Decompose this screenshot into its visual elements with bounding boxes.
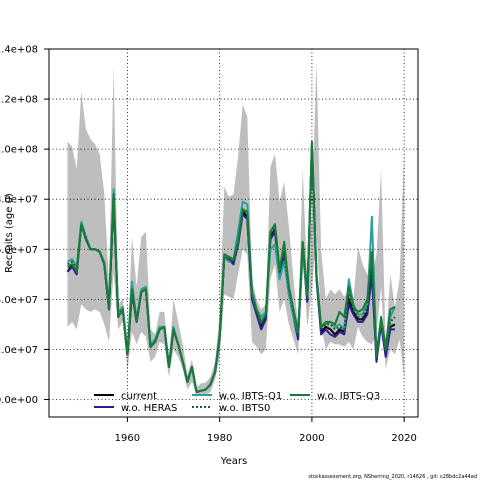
y-tick-label: 8.0e+07: [0, 195, 38, 206]
y-tick-label: 2.0e+07: [0, 345, 38, 356]
x-tick-label: 1960: [115, 433, 140, 444]
y-tick-label: 0.0e+00: [0, 395, 38, 406]
y-tick-label: 1.2e+08: [0, 95, 38, 106]
x-axis-title: Years: [220, 456, 247, 467]
x-tick-label: 1980: [207, 433, 232, 444]
legend-label: w.o. IBTS-Q3: [317, 391, 380, 402]
legend-label: current: [121, 391, 157, 402]
x-tick-label: 2020: [391, 433, 416, 444]
legend-label: w.o. IBTS0: [219, 403, 270, 414]
y-axis: 0.0e+00 2.0e+07 4.0e+07 6.0e+07 8.0e+07 1.0e+…: [0, 45, 49, 406]
legend-label: w.o. IBTS-Q1: [219, 391, 282, 402]
y-tick-label: 6.0e+07: [0, 245, 38, 256]
x-axis: 1960 1980 2000 2020: [115, 417, 417, 444]
legend-label: w.o. HERAS: [121, 403, 177, 414]
series-lines: [66, 140, 396, 393]
x-tick-label: 2000: [299, 433, 324, 444]
y-tick-label: 4.0e+07: [0, 295, 38, 306]
series-line: [67, 140, 396, 393]
y-tick-label: 1.0e+08: [0, 145, 38, 156]
confidence-band-area: [67, 61, 405, 396]
confidence-band: [67, 61, 405, 396]
y-tick-label: 1.4e+08: [0, 45, 38, 56]
plot-frame: [48, 48, 419, 418]
footer-text: stockassessment.org, NSherring_2020, r14…: [308, 474, 477, 480]
y-axis-title: Recruits (age 0): [4, 193, 15, 273]
